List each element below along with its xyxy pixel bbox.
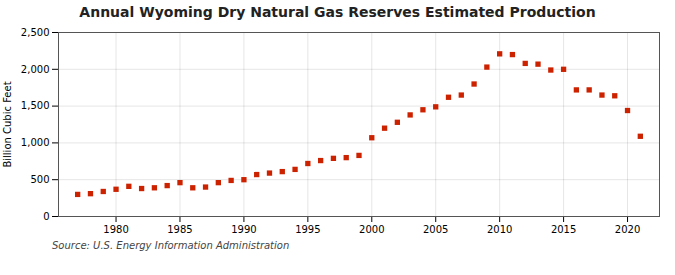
svg-text:1985: 1985 bbox=[167, 224, 192, 235]
svg-text:2020: 2020 bbox=[615, 224, 640, 235]
svg-text:1980: 1980 bbox=[103, 224, 128, 235]
svg-text:500: 500 bbox=[30, 174, 49, 185]
svg-text:1,500: 1,500 bbox=[21, 100, 50, 111]
svg-text:2,500: 2,500 bbox=[21, 27, 50, 38]
svg-text:1995: 1995 bbox=[295, 224, 320, 235]
svg-text:0: 0 bbox=[43, 211, 49, 222]
svg-text:2000: 2000 bbox=[359, 224, 384, 235]
svg-text:Billion Cubic Feet: Billion Cubic Feet bbox=[2, 81, 13, 167]
svg-text:1,000: 1,000 bbox=[21, 137, 50, 148]
svg-text:2015: 2015 bbox=[551, 224, 576, 235]
html-text:Source: U.S. Energy Informatio: Source: U.S. Energy Information Administ… bbox=[52, 240, 290, 251]
svg-text:2010: 2010 bbox=[487, 224, 512, 235]
svg-text:2005: 2005 bbox=[423, 224, 448, 235]
svg-text:1990: 1990 bbox=[231, 224, 256, 235]
svg-text:2,000: 2,000 bbox=[21, 64, 50, 75]
html-text:Annual Wyoming Dry Natural Gas: Annual Wyoming Dry Natural Gas Reserves … bbox=[79, 4, 596, 20]
